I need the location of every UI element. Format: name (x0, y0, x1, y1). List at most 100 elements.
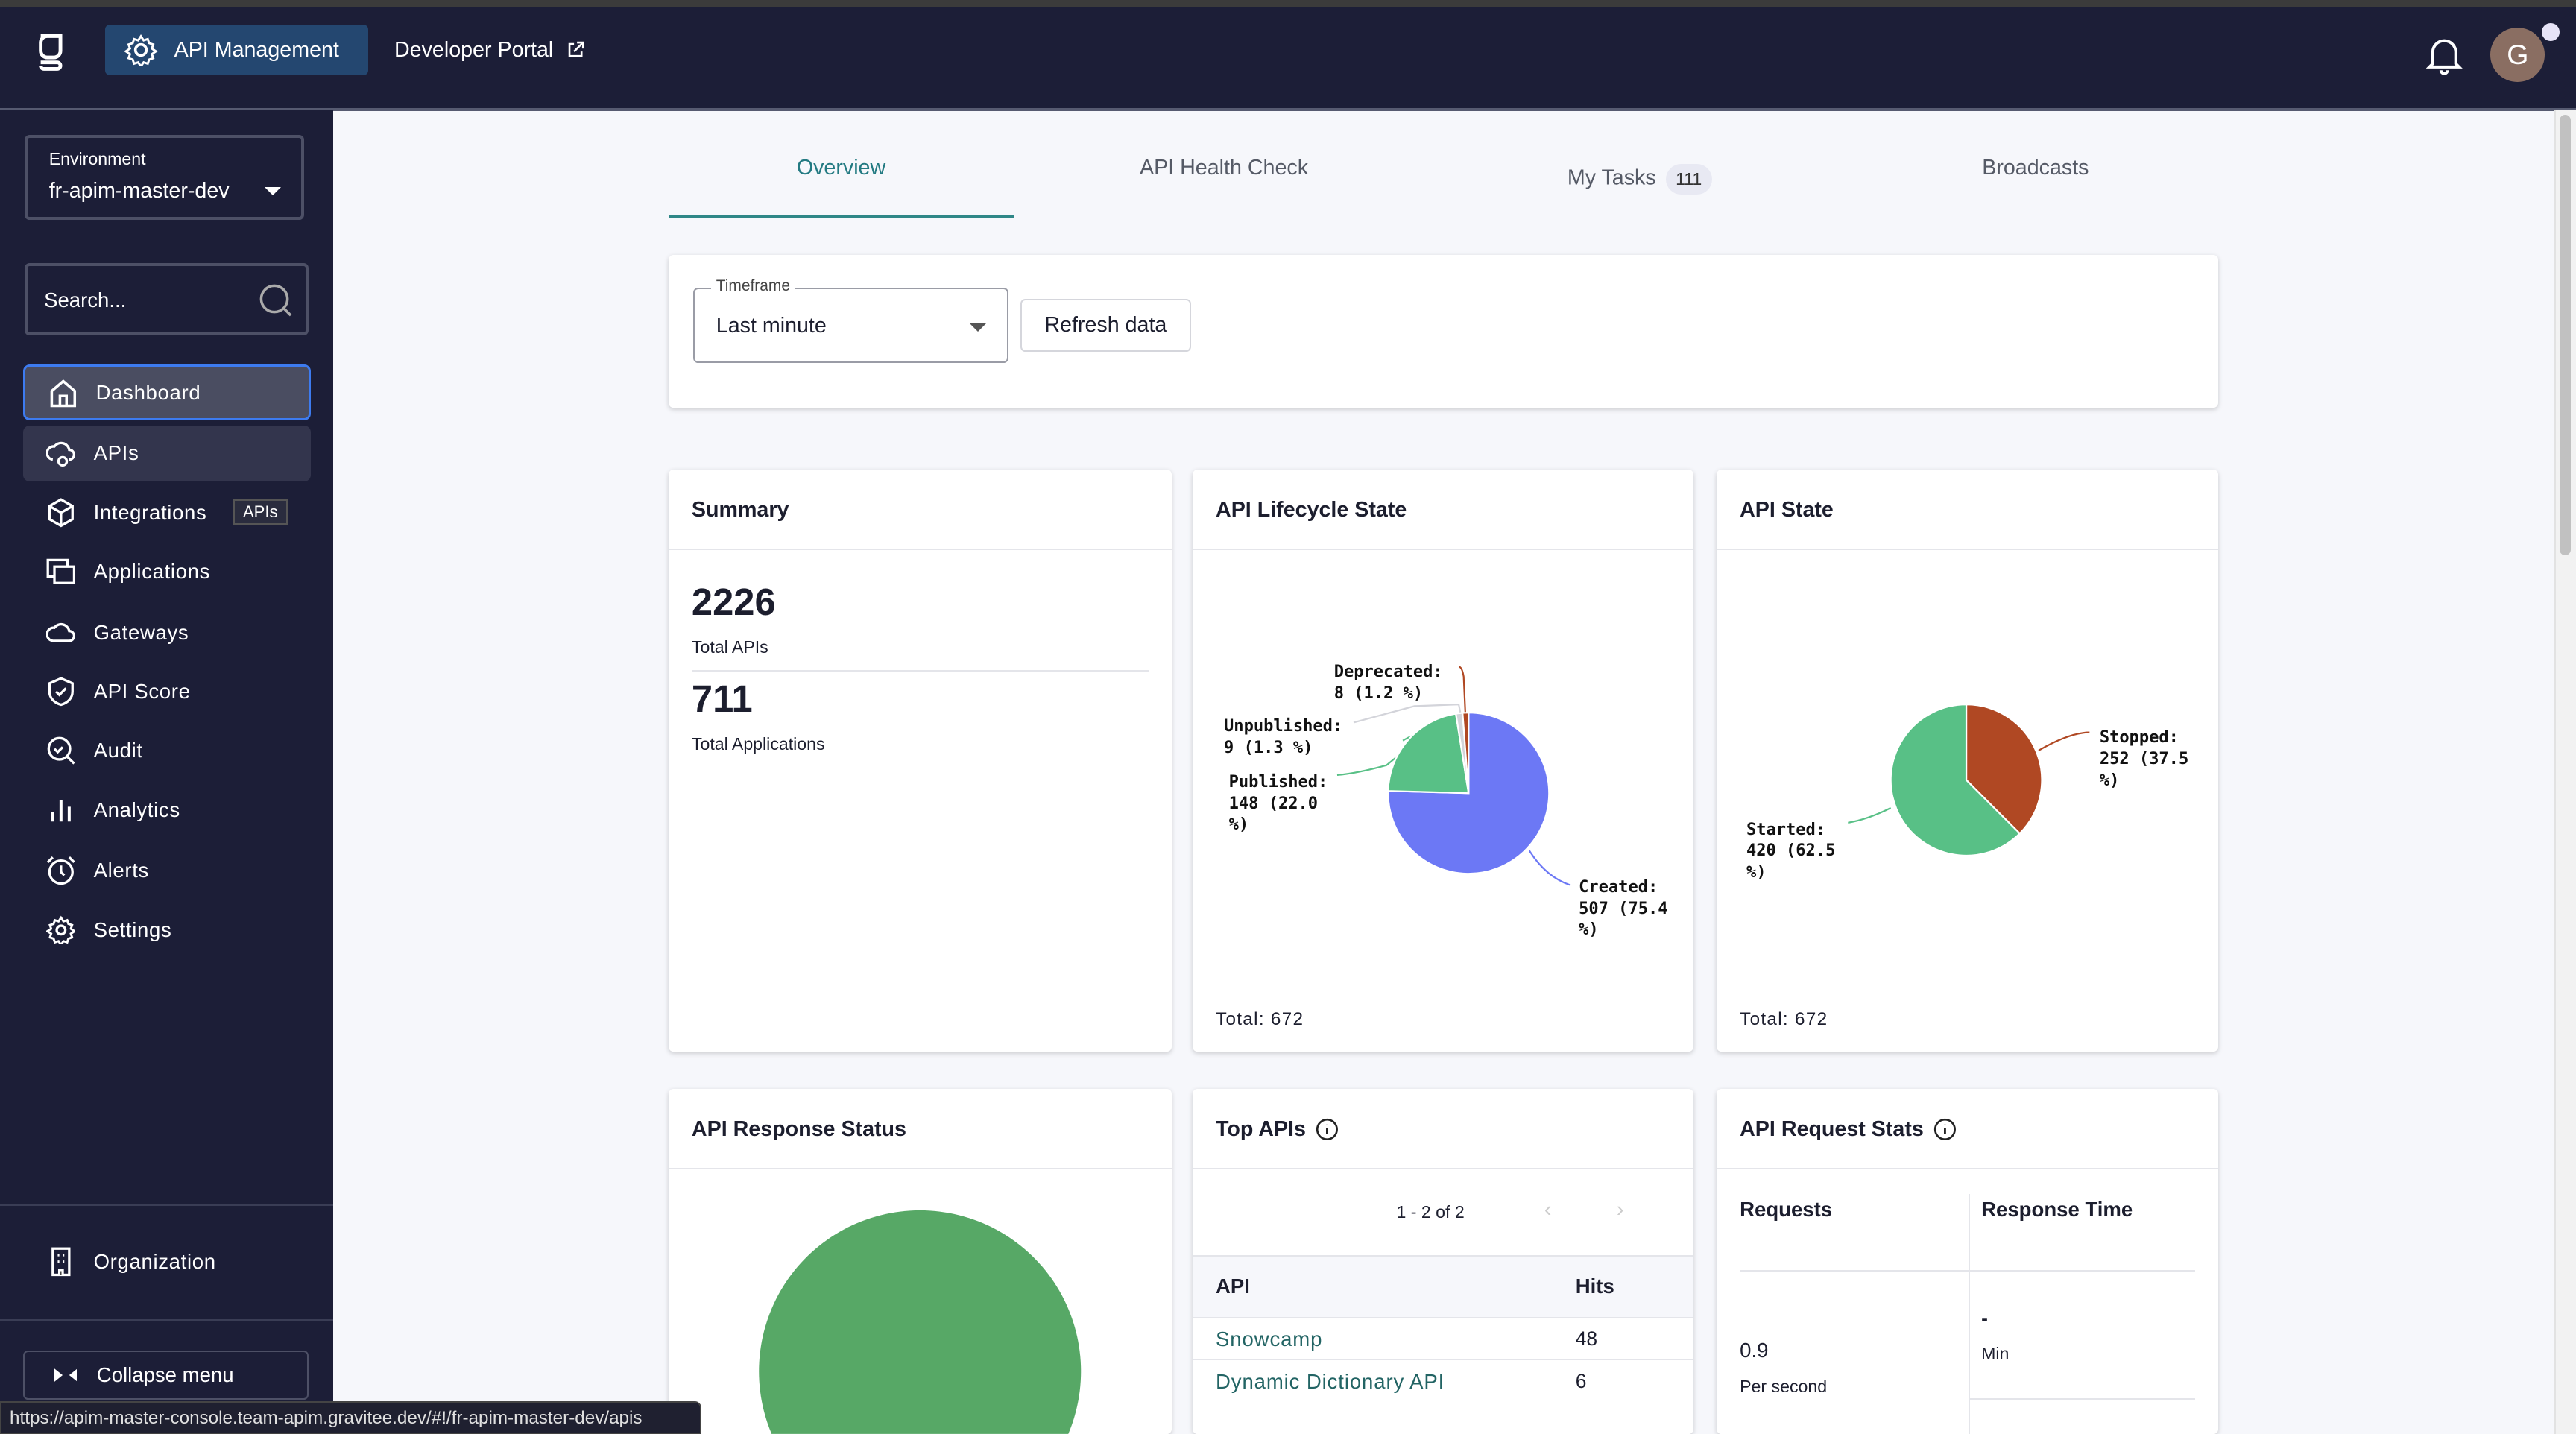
api-management-button[interactable]: API Management (105, 25, 368, 76)
divider (1193, 1168, 1694, 1170)
chevron-down-icon (265, 186, 282, 195)
environment-value: fr-apim-master-dev (48, 178, 230, 203)
divider (1717, 1168, 2218, 1170)
api-link-snowcamp[interactable]: Snowcamp (1216, 1327, 1323, 1351)
timeframe-select[interactable]: Timeframe Last minute (693, 277, 1009, 364)
tooltip: APIs (233, 499, 288, 525)
pie-label-unpublished: Unpublished: 9 (1.3 %) (1224, 716, 1343, 757)
sidebar-item-dashboard[interactable]: Dashboard (22, 364, 311, 421)
gear-icon (45, 915, 76, 945)
card-title: API State (1740, 497, 1834, 522)
sidebar-item-audit[interactable]: Audit (23, 723, 311, 779)
tab-api-health-check[interactable]: API Health Check (1052, 156, 1397, 215)
gravitee-logo-icon[interactable] (36, 33, 66, 72)
browser-status-url: https://apim-master-console.team-apim.gr… (0, 1401, 702, 1434)
sidebar-item-label: Dashboard (95, 380, 201, 404)
bar-chart-icon (51, 800, 71, 822)
pie-label-created: Created: 507 (75.4 %) (1579, 877, 1668, 940)
card-title: Summary (691, 497, 789, 522)
cloud-icon (45, 622, 75, 642)
pie-slice-started (1890, 704, 2021, 857)
developer-portal-label: Developer Portal (394, 37, 554, 62)
total-apps-value: 711 (691, 677, 753, 721)
sidebar-item-label: Integrations (93, 500, 207, 524)
api-link-dynamic-dictionary[interactable]: Dynamic Dictionary API (1216, 1370, 1445, 1394)
pie-slice-published (1387, 713, 1470, 795)
leader-line (1529, 850, 1571, 887)
top-apis-card: Top APIs 1 - 2 of 2 ‹ › API Hits Snowcam… (1193, 1089, 1694, 1434)
environment-select[interactable]: Environment fr-apim-master-dev (25, 134, 304, 221)
leader-line (1459, 666, 1467, 713)
timeframe-label: Timeframe (711, 277, 795, 296)
sidebar-item-organization[interactable]: Organization (23, 1234, 311, 1289)
sidebar-item-alerts[interactable]: Alerts (23, 843, 311, 899)
collapse-menu-button[interactable]: Collapse menu (22, 1350, 309, 1400)
sidebar-item-apis[interactable]: APIs (22, 425, 311, 481)
sidebar-item-applications[interactable]: Applications (23, 544, 311, 600)
response-status-pie-chart (759, 1210, 1082, 1434)
sidebar-item-label: Analytics (93, 797, 180, 821)
min-response-value: - (1981, 1307, 1988, 1330)
sidebar-item-label: API Score (93, 679, 191, 703)
tab-label: Overview (796, 156, 886, 180)
pie-slice-deprecated (1462, 712, 1470, 794)
sidebar-search-input[interactable]: Search... (25, 262, 309, 335)
chevron-down-icon (969, 323, 986, 332)
sidebar-item-label: Alerts (93, 859, 149, 882)
info-icon[interactable] (1933, 1118, 1957, 1141)
search-icon[interactable] (258, 282, 294, 318)
card-title: API Request Stats (1740, 1117, 1957, 1142)
sidebar-item-settings[interactable]: Settings (23, 902, 311, 958)
environment-label: Environment (48, 149, 146, 169)
hits-value: 48 (1575, 1327, 1598, 1350)
user-avatar[interactable]: G (2490, 28, 2545, 83)
collapse-icon (54, 1368, 78, 1382)
cube-icon (48, 498, 74, 528)
api-state-total: Total: 672 (1740, 1008, 1828, 1029)
refresh-data-button[interactable]: Refresh data (1020, 299, 1191, 352)
sidebar-item-label: Applications (93, 560, 211, 584)
tasks-count-badge: 111 (1665, 164, 1712, 195)
sidebar-item-gateways[interactable]: Gateways (23, 604, 311, 660)
tab-overview[interactable]: Overview (669, 156, 1014, 218)
info-icon[interactable] (1316, 1118, 1339, 1141)
column-divider (1968, 1194, 1970, 1434)
divider (669, 549, 1172, 551)
card-title-text: API Request Stats (1740, 1116, 1924, 1141)
tab-my-tasks[interactable]: My Tasks 111 (1467, 164, 1812, 223)
divider (1740, 1269, 2195, 1272)
divider (691, 670, 1149, 672)
hits-value: 6 (1575, 1370, 1587, 1393)
collapse-menu-label: Collapse menu (96, 1362, 234, 1386)
previous-page-button[interactable]: ‹ (1544, 1197, 1552, 1222)
notifications-bell-icon[interactable] (2426, 36, 2463, 76)
column-header-hits[interactable]: Hits (1575, 1275, 1614, 1298)
tab-broadcasts[interactable]: Broadcasts (1863, 156, 2208, 215)
request-stats-card: API Request Stats Requests Response Time… (1717, 1089, 2218, 1434)
requests-per-second-value: 0.9 (1740, 1339, 1769, 1362)
divider (1968, 1397, 2195, 1400)
alarm-icon (46, 856, 75, 885)
card-title-text: Top APIs (1216, 1116, 1306, 1141)
pie-label-stopped: Stopped: 252 (37.5 %) (2099, 728, 2189, 790)
sidebar-item-analytics[interactable]: Analytics (23, 782, 311, 838)
summary-card: Summary 2226 Total APIs 711 Total Applic… (669, 470, 1172, 1052)
tab-label: My Tasks (1567, 166, 1656, 191)
timeframe-value: Last minute (716, 313, 827, 338)
sidebar-divider (0, 1318, 334, 1321)
divider (1717, 549, 2218, 551)
lifecycle-pie-chart (1337, 666, 1571, 887)
tab-label: API Health Check (1140, 156, 1309, 180)
developer-portal-link[interactable]: Developer Portal (394, 25, 584, 75)
pie-label-started: Started: 420 (62.5 %) (1746, 820, 1836, 882)
sidebar-item-integrations[interactable]: Integrations (23, 484, 311, 540)
sidebar-item-label: Organization (93, 1249, 216, 1273)
avatar-initial: G (2507, 39, 2529, 71)
sidebar-divider (0, 1204, 334, 1206)
scrollbar-thumb[interactable] (2559, 115, 2572, 555)
tab-label: Broadcasts (1982, 156, 2089, 180)
sidebar-item-api-score[interactable]: API Score (23, 663, 311, 719)
table-header (1193, 1254, 1694, 1319)
next-page-button[interactable]: › (1616, 1197, 1624, 1222)
